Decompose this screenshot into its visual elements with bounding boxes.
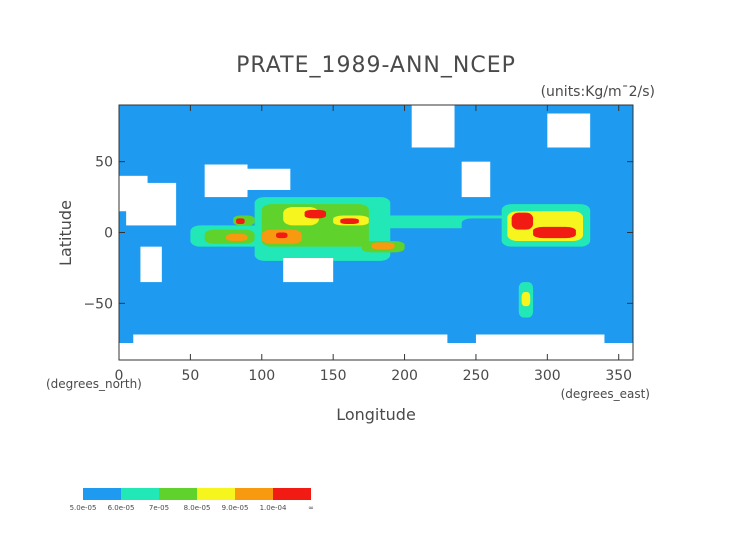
precip-region-21	[533, 226, 576, 239]
colorbar-swatch	[197, 488, 235, 500]
y-axis-ticks: −50 0 50	[83, 155, 633, 312]
precip-region-9	[304, 209, 327, 219]
x-axis-label: Longitude	[336, 405, 416, 424]
colorbar-label: 1.0e-04	[260, 504, 287, 512]
missing-region-6	[411, 105, 455, 148]
colorbar-swatch	[159, 488, 197, 500]
x-tick-label: 0	[115, 368, 124, 384]
colorbar-label: 8.0e-05	[184, 504, 211, 512]
missing-region-11	[475, 334, 605, 346]
precip-region-3	[226, 233, 248, 241]
x-tick-label: 300	[534, 368, 561, 384]
precip-region-15	[371, 242, 395, 250]
colorbar-label: 9.0e-05	[222, 504, 249, 512]
y-tick-label: 50	[95, 155, 113, 171]
x-tick-label: 200	[391, 368, 418, 384]
precip-region-23	[521, 292, 531, 307]
x-axis-ticks: 0 50 100 150 200 250 300 350	[115, 105, 632, 384]
y-tick-label: 0	[104, 226, 113, 242]
missing-region-4	[247, 168, 291, 190]
colorbar-swatch	[121, 488, 159, 500]
y-axis-label: Latitude	[56, 200, 75, 266]
plot-area	[118, 104, 634, 361]
precip-region-13	[276, 232, 288, 239]
missing-region-1	[126, 182, 177, 226]
missing-region-2	[140, 246, 162, 283]
y-tick-label: −50	[83, 296, 113, 312]
colorbar-label: 6.0e-05	[108, 504, 135, 512]
colorbar-label: ∞	[308, 504, 314, 512]
colorbar-label: 5.0e-05	[70, 504, 97, 512]
colorbar-swatch	[83, 488, 121, 500]
units-label: (units:Kg/m¯2/s)	[541, 84, 655, 100]
precip-region-11	[340, 218, 359, 224]
colorbar-swatch	[273, 488, 311, 500]
missing-region-10	[133, 334, 448, 349]
colorbar-swatch	[235, 488, 273, 500]
missing-region-8	[547, 113, 591, 148]
chart-title: PRATE_1989-ANN_NCEP	[236, 53, 516, 78]
x-tick-label: 250	[463, 368, 490, 384]
x-tick-label: 350	[605, 368, 632, 384]
x-unit-label: (degrees_east)	[561, 387, 650, 401]
x-tick-label: 50	[181, 368, 199, 384]
missing-region-5	[283, 258, 334, 283]
colorbar: 5.0e-05 6.0e-05 7e-05 8.0e-05 9.0e-05 1.0e-04…	[70, 488, 314, 512]
x-tick-label: 150	[320, 368, 347, 384]
x-tick-label: 100	[248, 368, 275, 384]
missing-region-3	[204, 164, 248, 198]
y-unit-label: (degrees_north)	[46, 377, 142, 391]
precip-region-20	[511, 212, 534, 230]
colorbar-label: 7e-05	[149, 504, 169, 512]
precip-region-5	[236, 218, 245, 224]
missing-region-7	[461, 161, 491, 198]
